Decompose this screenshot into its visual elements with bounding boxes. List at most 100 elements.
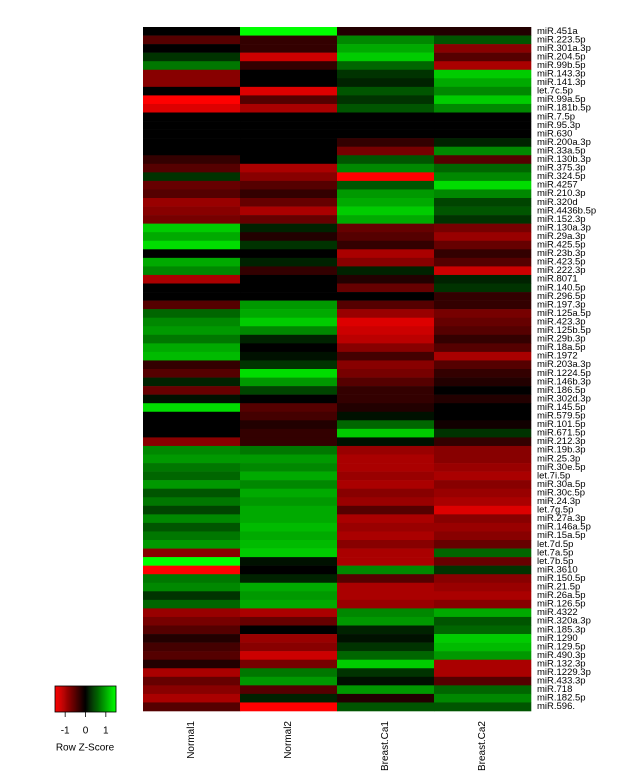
heatmap-cell [240, 659, 338, 669]
heatmap-cell [434, 625, 532, 635]
heatmap-cell [337, 112, 435, 122]
heatmap-cell [143, 35, 241, 45]
heatmap-cell [434, 27, 532, 36]
row-label: miR.4257 [537, 180, 578, 191]
heatmap-cell [240, 394, 338, 404]
heatmap-cell [337, 240, 435, 250]
colorbar-swatch [62, 686, 64, 712]
heatmap-cell [337, 659, 435, 669]
heatmap-cell [337, 326, 435, 336]
heatmap-cell [143, 582, 241, 592]
row-label: miR.130b.3p [537, 154, 591, 165]
heatmap-cell [434, 112, 532, 122]
heatmap-cell [240, 232, 338, 242]
heatmap-cell [434, 266, 532, 276]
heatmap-cell [240, 505, 338, 515]
heatmap-cell [143, 659, 241, 669]
colorbar-swatch [98, 686, 101, 712]
row-label: miR.141.3p [537, 77, 586, 88]
heatmap-cell [143, 103, 241, 113]
row-label: miR.125a.5p [537, 308, 591, 319]
colorbar-swatch [85, 686, 87, 712]
heatmap-cell [337, 232, 435, 242]
heatmap-cell [337, 454, 435, 464]
heatmap-cell [143, 394, 241, 404]
heatmap-cell [337, 86, 435, 96]
heatmap-cell [434, 386, 532, 395]
heatmap-cell [337, 163, 435, 173]
heatmap-cell [143, 522, 241, 532]
row-label: miR.30a.5p [537, 479, 586, 490]
colorbar-swatch [69, 686, 71, 712]
heatmap-cell [143, 326, 241, 336]
heatmap-cell [240, 488, 338, 498]
heatmap-cell [240, 300, 338, 310]
heatmap-cell [434, 668, 532, 678]
row-label: miR.718 [537, 684, 572, 695]
heatmap-cell [240, 189, 338, 199]
row-label: miR.7.5p [537, 111, 575, 122]
colorbar-swatch [104, 686, 107, 712]
heatmap-cell [337, 266, 435, 276]
row-label: miR.99a.5p [537, 94, 586, 105]
heatmap-cell [434, 540, 532, 549]
heatmap-cell [337, 44, 435, 53]
heatmap-cell [434, 309, 532, 318]
row-label: miR.423.5p [537, 257, 586, 268]
heatmap-cell [434, 634, 532, 643]
colorbar-swatch [57, 686, 59, 712]
heatmap-cell [240, 198, 338, 207]
colorbar-swatch [78, 686, 80, 712]
heatmap-cell [143, 557, 241, 566]
heatmap-cell [434, 676, 532, 686]
heatmap-cell [240, 155, 338, 165]
heatmap-cell [337, 599, 435, 609]
row-label: miR.19b.3p [537, 445, 586, 456]
colorbar-swatch [97, 686, 100, 712]
heatmap-cell [143, 334, 241, 344]
heatmap-cell [337, 582, 435, 592]
heatmap-cell [240, 172, 338, 182]
heatmap-cell [337, 52, 435, 62]
heatmap-cell [143, 386, 241, 395]
heatmap-cell [337, 651, 435, 660]
heatmap-cell [143, 78, 241, 88]
row-label: miR.222.3p [537, 265, 586, 276]
heatmap-cell [240, 78, 338, 88]
heatmap-cell [240, 463, 338, 472]
heatmap-cell [434, 240, 532, 250]
heatmap-cell [143, 61, 241, 71]
heatmap-cell [337, 522, 435, 532]
heatmap-cell [434, 129, 532, 139]
heatmap-cell [143, 198, 241, 207]
colorbar-swatch [68, 686, 70, 712]
heatmap-cell [434, 557, 532, 566]
heatmap-cell [337, 69, 435, 79]
row-label: miR.129.5p [537, 641, 586, 652]
heatmap-cell [240, 52, 338, 62]
heatmap-cell [434, 138, 532, 147]
heatmap-cell [337, 369, 435, 378]
heatmap-cell [434, 505, 532, 515]
heatmap-cell [337, 198, 435, 207]
heatmap-cell [337, 292, 435, 301]
row-label: miR.301a.3p [537, 43, 591, 54]
heatmap-cell [143, 343, 241, 353]
heatmap-cell [434, 283, 532, 293]
heatmap-cell [240, 112, 338, 122]
heatmap-cell [434, 334, 532, 344]
row-label: miR.451a [537, 26, 578, 37]
colorbar-swatch [56, 686, 58, 712]
heatmap-cell [143, 540, 241, 549]
heatmap-cell [240, 445, 338, 455]
heatmap-cell [337, 428, 435, 438]
heatmap-cell [337, 531, 435, 541]
heatmap-cell [240, 403, 338, 413]
heatmap-cell [143, 69, 241, 79]
heatmap-cell [337, 215, 435, 224]
heatmap-cell [143, 95, 241, 105]
row-label: miR.324.5p [537, 171, 586, 182]
heatmap-cell [143, 377, 241, 387]
heatmap-cell [337, 138, 435, 147]
row-label: miR.1224.5p [537, 368, 591, 379]
